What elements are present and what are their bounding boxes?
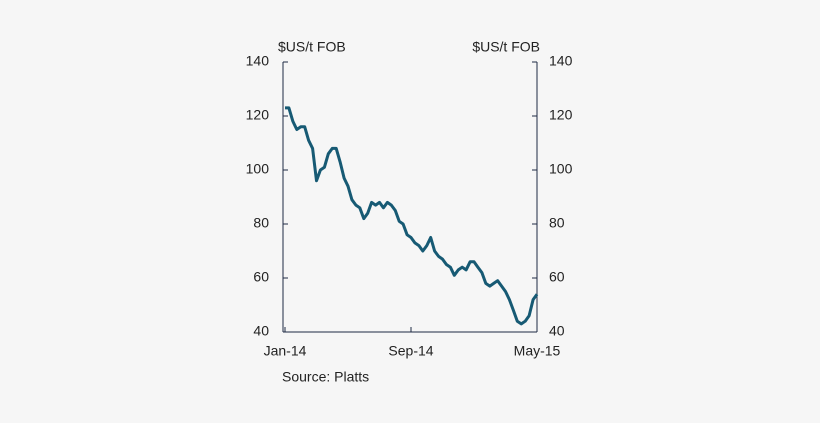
y-tick-label: 80 <box>253 215 269 231</box>
x-tick-label: May-15 <box>514 343 561 359</box>
y-tick-label: 100 <box>246 161 270 177</box>
y-tick-label: 40 <box>253 323 269 339</box>
x-tick-label: Jan-14 <box>264 343 307 359</box>
x-tick-label: Sep-14 <box>388 343 433 359</box>
y-tick-label: 60 <box>253 269 269 285</box>
source-note: Source: Platts <box>282 369 369 385</box>
y2-tick-label: 100 <box>549 161 573 177</box>
y2-tick-label: 40 <box>549 323 565 339</box>
price-line <box>285 106 539 326</box>
y2-tick-label: 80 <box>549 215 565 231</box>
y2-tick-label: 140 <box>549 53 573 69</box>
y2-axis-label: $US/t FOB <box>472 39 540 55</box>
y2-tick-label: 60 <box>549 269 565 285</box>
y-tick-label: 120 <box>246 107 270 123</box>
y-axis-label: $US/t FOB <box>278 39 346 55</box>
y2-tick-label: 120 <box>549 107 573 123</box>
y-tick-label: 140 <box>246 53 270 69</box>
